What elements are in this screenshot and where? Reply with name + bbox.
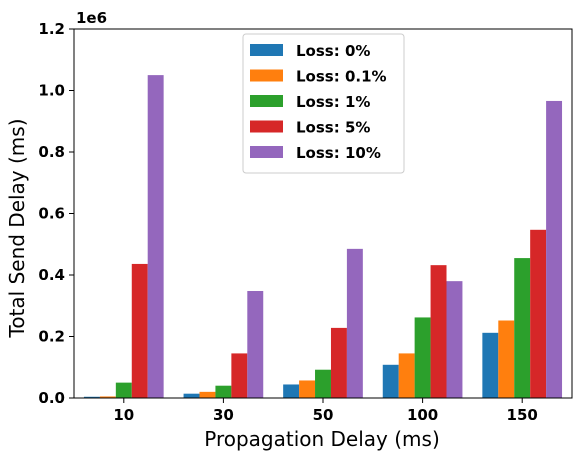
bar — [430, 265, 447, 398]
legend: Loss: 0% Loss: 0.1% Loss: 1% Loss: 5% Loss: … — [242, 33, 405, 174]
bar — [530, 229, 547, 398]
bar — [299, 380, 316, 398]
x-axis: 10 30 50 100 150 — [113, 398, 538, 424]
x-tick-label: 150 — [507, 406, 538, 424]
y-tick-label: 1.2 — [38, 20, 65, 38]
bar — [398, 353, 415, 398]
y-axis-label: Total Send Delay (ms) — [5, 118, 29, 338]
y-tick-label: 0.8 — [38, 143, 65, 161]
legend-box — [242, 33, 405, 174]
bar — [346, 248, 363, 398]
y-tick-label: 0.0 — [38, 389, 65, 407]
legend-swatch — [250, 95, 283, 107]
bar — [382, 364, 399, 398]
y-axis: 0.0 0.2 0.4 0.6 0.8 1.0 1.2 — [38, 20, 74, 407]
bar — [315, 369, 331, 398]
bar — [99, 396, 116, 398]
bar — [131, 263, 148, 398]
legend-label: Loss: 1% — [296, 93, 370, 111]
bar — [330, 327, 347, 398]
legend-swatch — [250, 120, 283, 133]
y-tick-label: 1.0 — [38, 82, 65, 100]
legend-label: Loss: 5% — [296, 119, 370, 137]
bar — [215, 385, 232, 398]
bar — [231, 353, 248, 398]
legend-label: Loss: 0% — [296, 42, 370, 60]
bar — [546, 100, 563, 398]
x-tick-label: 10 — [113, 406, 134, 424]
bar — [498, 320, 515, 398]
bar — [514, 258, 531, 398]
y-axis-offset-text: 1e6 — [76, 9, 107, 27]
bar — [247, 290, 264, 398]
bar — [199, 391, 216, 398]
bar — [83, 396, 100, 398]
legend-label: Loss: 0.1% — [296, 68, 387, 86]
x-tick-label: 30 — [213, 406, 234, 424]
bar — [115, 382, 132, 399]
bars-layer — [83, 75, 563, 399]
bar — [414, 317, 431, 398]
x-axis-label: Propagation Delay (ms) — [204, 427, 440, 451]
bar — [147, 75, 164, 399]
bar — [482, 332, 499, 398]
y-tick-label: 0.6 — [38, 205, 65, 223]
bar — [183, 393, 200, 398]
bar — [446, 281, 463, 398]
legend-swatch — [250, 69, 283, 82]
x-tick-label: 100 — [407, 406, 438, 424]
legend-swatch — [250, 44, 283, 56]
y-tick-label: 0.4 — [38, 266, 65, 284]
legend-label: Loss: 10% — [296, 144, 381, 162]
bar — [283, 384, 300, 398]
x-tick-label: 50 — [313, 406, 334, 424]
y-tick-label: 0.2 — [38, 328, 65, 346]
legend-swatch — [250, 146, 283, 158]
